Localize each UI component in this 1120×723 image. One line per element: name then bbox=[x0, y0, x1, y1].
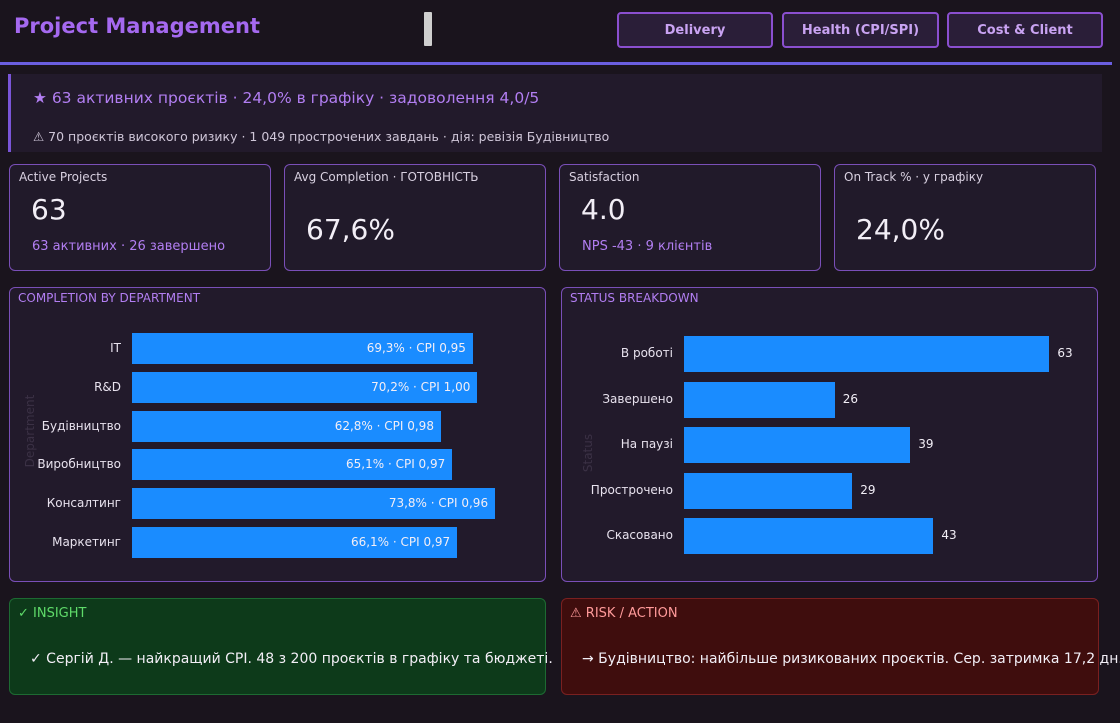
kpi-value: 4.0 bbox=[581, 193, 626, 226]
kpi-label: Satisfaction bbox=[569, 170, 640, 184]
bar bbox=[684, 427, 911, 464]
bar bbox=[684, 472, 853, 509]
insight-card: ✓ INSIGHT ✓ Сергій Д. — найкращий CPI. 4… bbox=[9, 598, 553, 695]
header: Project Management Delivery Health (CPI/… bbox=[0, 0, 1120, 62]
category-label: Будівництво bbox=[41, 418, 121, 433]
bar bbox=[132, 333, 473, 364]
data-label: 39 bbox=[918, 437, 934, 452]
kpi-sub: 63 активних · 26 завершено bbox=[32, 239, 226, 254]
risk-card: ⚠ RISK / ACTION → Будівництво: найбільше… bbox=[561, 598, 1120, 695]
category-label: Виробництво bbox=[37, 457, 121, 472]
risk-text: → Будівництво: найбільше ризикованих про… bbox=[582, 651, 1120, 667]
header-divider bbox=[0, 62, 1112, 65]
bar bbox=[684, 336, 1050, 372]
banner-warning: ⚠ 70 проєктів високого ризику · 1 049 пр… bbox=[33, 129, 610, 144]
kpi-value: 24,0% bbox=[856, 213, 945, 246]
kpi-on-track: On Track % · у графіку 24,0% bbox=[834, 164, 1096, 271]
app-title: Project Management bbox=[14, 14, 260, 38]
panel-title: STATUS BREAKDOWN bbox=[570, 291, 699, 305]
data-label: 43 bbox=[941, 528, 957, 543]
data-label: 26 bbox=[842, 391, 859, 406]
risk-title: ⚠ RISK / ACTION bbox=[570, 606, 678, 621]
kpi-active-projects: Active Projects 63 63 активних · 26 заве… bbox=[9, 164, 271, 271]
insight-text: ✓ Сергій Д. — найкращий CPI. 48 з 200 пр… bbox=[30, 651, 553, 667]
bar bbox=[684, 381, 835, 418]
category-label: Завершено bbox=[602, 391, 673, 406]
completion-by-department-panel: COMPLETION BY DEPARTMENT Department IT 69… bbox=[9, 287, 546, 582]
category-label: Скасовано bbox=[606, 528, 673, 543]
bar bbox=[132, 371, 478, 403]
category-label: Консалтинг bbox=[46, 496, 121, 511]
category-label: IT bbox=[110, 341, 121, 355]
kpi-label: Avg Completion · ГОТОВНІСТЬ bbox=[294, 170, 479, 184]
kpi-label: On Track % · у графіку bbox=[844, 170, 984, 184]
data-label: 70,2% · CPI 1,00 bbox=[371, 379, 471, 394]
data-label: 63 bbox=[1057, 346, 1073, 360]
panel-title: COMPLETION BY DEPARTMENT bbox=[18, 291, 201, 305]
kpi-value: 63 bbox=[31, 193, 67, 226]
bar bbox=[132, 488, 496, 520]
category-label: На паузі bbox=[620, 437, 673, 452]
kpi-satisfaction: Satisfaction 4.0 NPS -43 · 9 клієнтів bbox=[559, 164, 821, 271]
bar bbox=[132, 449, 453, 481]
bar bbox=[132, 410, 441, 442]
data-label: 66,1% · CPI 0,97 bbox=[350, 535, 451, 549]
category-label: Прострочено bbox=[590, 482, 673, 497]
banner-headline: ★ 63 активних проєктів · 24,0% в графіку… bbox=[33, 89, 540, 107]
data-label: 65,1% · CPI 0,97 bbox=[346, 457, 446, 472]
divider-bar bbox=[424, 12, 432, 46]
kpi-sub: NPS -43 · 9 клієнтів bbox=[582, 239, 713, 254]
insight-title: ✓ INSIGHT bbox=[18, 606, 87, 621]
category-label: Маркетинг bbox=[52, 535, 121, 549]
kpi-avg-completion: Avg Completion · ГОТОВНІСТЬ 67,6% bbox=[284, 164, 546, 271]
data-label: 73,8% · CPI 0,96 bbox=[388, 496, 489, 511]
tab-delivery[interactable]: Delivery bbox=[617, 12, 773, 48]
bar bbox=[132, 527, 458, 558]
summary-banner: ★ 63 активних проєктів · 24,0% в графіку… bbox=[8, 74, 1102, 152]
tab-health[interactable]: Health (CPI/SPI) bbox=[782, 12, 939, 48]
data-label: 62,8% · CPI 0,98 bbox=[334, 418, 434, 433]
category-label: R&D bbox=[94, 379, 121, 394]
category-label: В роботі bbox=[620, 346, 673, 360]
status-breakdown-panel: STATUS BREAKDOWN Status В роботі 63 Заверш… bbox=[561, 287, 1098, 582]
y-axis-title: Status bbox=[581, 433, 595, 473]
data-label: 29 bbox=[860, 482, 876, 497]
kpi-label: Active Projects bbox=[19, 170, 108, 184]
kpi-value: 67,6% bbox=[306, 213, 395, 246]
bar bbox=[684, 518, 934, 555]
y-axis-title: Department bbox=[23, 394, 37, 468]
data-label: 69,3% · CPI 0,95 bbox=[366, 341, 466, 355]
tab-cost-client[interactable]: Cost & Client bbox=[947, 12, 1103, 48]
